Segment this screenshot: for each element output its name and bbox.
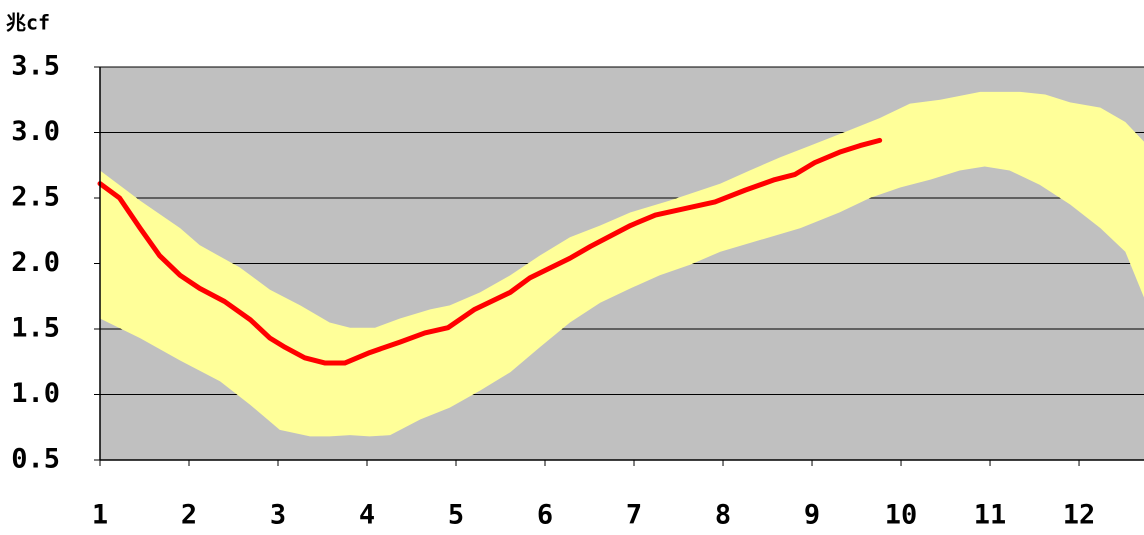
y-tick-label: 3.5 [11, 51, 60, 82]
x-tick-label: 4 [359, 500, 375, 531]
x-tick-label: 6 [537, 500, 553, 531]
y-tick-label: 2.5 [11, 182, 60, 213]
x-tick-label: 11 [974, 500, 1007, 531]
range-band [100, 91, 1144, 437]
x-tick-label: 10 [885, 500, 918, 531]
x-tick-label: 1 [92, 500, 108, 531]
series-line [97, 137, 883, 366]
y-tick-label: 1.0 [11, 378, 60, 409]
y-axis-label: 兆cf [6, 11, 50, 35]
x-tick-label: 5 [448, 500, 464, 531]
x-tick-label: 8 [715, 500, 731, 531]
x-tick-label: 9 [804, 500, 820, 531]
x-tick-label: 3 [270, 500, 286, 531]
x-tick-label: 7 [626, 500, 642, 531]
y-tick-label: 0.5 [11, 444, 60, 475]
y-tick-label: 2.0 [11, 247, 60, 278]
y-tick-label: 3.0 [11, 116, 60, 147]
x-tick-label: 2 [181, 500, 197, 531]
y-tick-label: 1.5 [11, 313, 60, 344]
x-tick-label: 12 [1063, 500, 1096, 531]
